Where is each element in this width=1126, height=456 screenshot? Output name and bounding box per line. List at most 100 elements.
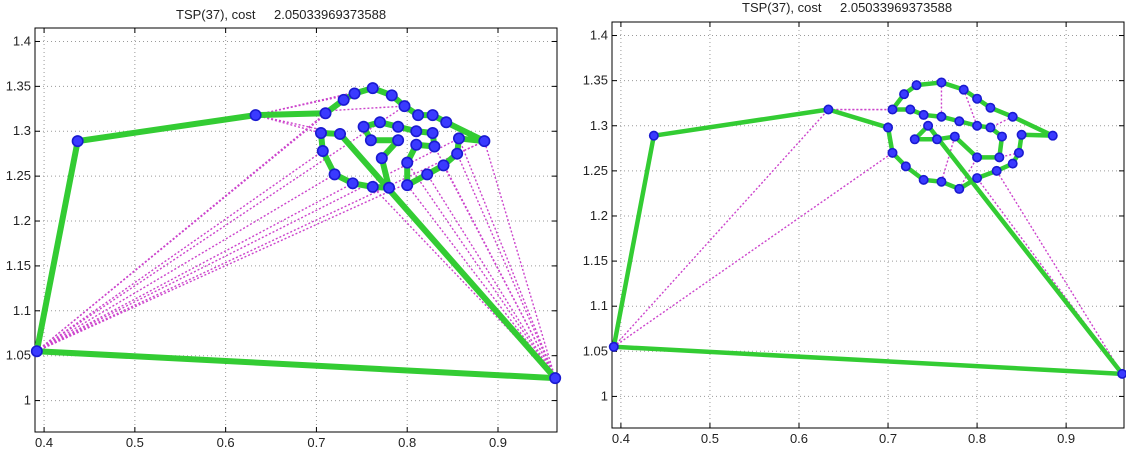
x-tick-label: 0.6 (217, 435, 235, 450)
city-node (428, 140, 441, 153)
city-node (392, 120, 405, 133)
tour-edge (337, 130, 559, 382)
tour-edge (952, 134, 980, 160)
city-node (373, 116, 386, 129)
x-tick-label: 0.9 (489, 435, 507, 450)
x-tick-label: 0.8 (968, 431, 986, 446)
city-node (452, 132, 465, 145)
city-node (985, 102, 996, 113)
chart-title-name: TSP(37), cost (176, 7, 256, 22)
city-node (991, 165, 1002, 176)
tour-edge (252, 110, 329, 119)
x-tick-label: 0.7 (307, 435, 325, 450)
city-node (421, 168, 434, 181)
candidate-edge (963, 89, 978, 126)
tour-edge (651, 107, 831, 138)
y-tick-label: 1.25 (6, 168, 31, 183)
city-node (900, 161, 911, 172)
y-tick-label: 1.35 (583, 73, 608, 88)
x-tick-label: 0.6 (790, 431, 808, 446)
city-node (972, 152, 983, 163)
x-tick-label: 0.5 (126, 435, 144, 450)
city-node (994, 152, 1005, 163)
tour-edge (33, 138, 81, 355)
city-node (936, 111, 947, 122)
city-node (972, 93, 983, 104)
city-node (997, 131, 1008, 142)
y-tick-label: 1.1 (590, 298, 608, 313)
city-node (954, 183, 965, 194)
city-node (549, 372, 562, 385)
city-node (392, 134, 405, 147)
chart-title-value: 2.05033969373588 (274, 7, 386, 22)
candidate-edge (433, 146, 556, 379)
city-node (923, 120, 934, 131)
y-tick-label: 1.15 (583, 253, 608, 268)
candidate-edge (483, 140, 556, 379)
city-node (249, 109, 262, 122)
y-tick-label: 1.4 (590, 28, 608, 43)
x-tick-label: 0.4 (612, 431, 630, 446)
candidate-edge (613, 109, 829, 348)
city-nodes (608, 77, 1126, 379)
city-node (30, 345, 43, 358)
city-node (440, 116, 453, 129)
city-node (348, 87, 361, 100)
city-node (905, 104, 916, 115)
candidate-edge (36, 173, 428, 352)
city-node (337, 93, 350, 106)
y-tick-label: 1 (24, 393, 31, 408)
x-tick-label: 0.7 (879, 431, 897, 446)
candidate-edge (36, 150, 324, 352)
x-tick-label: 0.4 (35, 435, 53, 450)
candidate-edge (458, 138, 556, 379)
city-node (1047, 130, 1058, 141)
city-node (426, 109, 439, 122)
y-tick-label: 1.05 (6, 348, 31, 363)
chart-title-name: TSP(37), cost (742, 0, 822, 15)
city-node (936, 77, 947, 88)
city-node (412, 109, 425, 122)
chart-title-value: 2.05033969373588 (840, 0, 952, 15)
city-node (478, 135, 491, 148)
city-node (357, 120, 370, 133)
city-node (319, 107, 332, 120)
tsp-plot-left: TSP(37), cost 2.05033969373588 0.4 0.5 0.6… (6, 7, 562, 450)
tour-edge (74, 112, 259, 145)
grid (612, 22, 1124, 428)
city-node (314, 127, 327, 140)
city-node (71, 135, 84, 148)
y-tick-label: 1.25 (583, 163, 608, 178)
plot-frame (34, 27, 558, 433)
y-tick-label: 1.1 (13, 303, 31, 318)
candidate-edge (406, 162, 556, 379)
city-node (346, 177, 359, 190)
city-node (437, 159, 450, 172)
city-node (375, 152, 388, 165)
city-node (823, 104, 834, 115)
city-node (887, 147, 898, 158)
candidate-edge (36, 173, 335, 352)
city-node (936, 176, 947, 187)
x-tick-label: 0.8 (398, 435, 416, 450)
candidate-edge (36, 105, 405, 352)
tour-edge (1010, 114, 1056, 138)
candidate-edge (36, 182, 354, 352)
tour-edge (611, 133, 657, 350)
city-node (932, 134, 943, 145)
y-tick-label: 1.2 (590, 208, 608, 223)
y-tick-label: 1.05 (583, 343, 608, 358)
city-node (958, 84, 969, 95)
plot-frame (611, 21, 1125, 429)
city-node (985, 122, 996, 133)
y-tick-label: 1 (601, 388, 608, 403)
city-node (426, 127, 439, 140)
city-node (1016, 129, 1027, 140)
tour-edge (33, 348, 559, 382)
y-tick-label: 1.4 (13, 33, 31, 48)
city-node (918, 109, 929, 120)
city-node (366, 82, 379, 95)
city-node (1013, 147, 1024, 158)
city-node (909, 134, 920, 145)
city-node (911, 80, 922, 91)
